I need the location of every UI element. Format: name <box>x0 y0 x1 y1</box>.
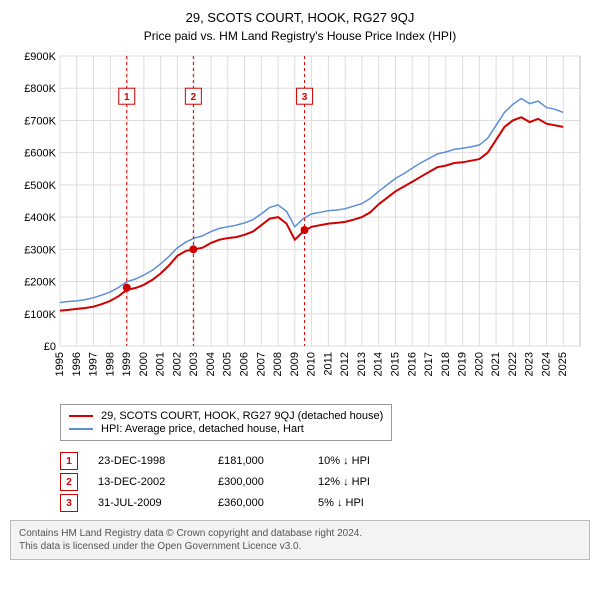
x-tick-label: 2024 <box>540 352 552 376</box>
sale-marker-number: 1 <box>124 92 130 103</box>
sale-row-price: £181,000 <box>218 455 298 467</box>
y-tick-label: £900K <box>24 51 56 63</box>
x-tick-label: 1995 <box>54 352 66 376</box>
sale-marker-number: 3 <box>302 92 308 103</box>
sale-row-price: £300,000 <box>218 476 298 488</box>
sale-marker-dot <box>123 284 131 292</box>
sale-row-marker: 1 <box>60 452 78 470</box>
x-tick-label: 2022 <box>507 352 519 376</box>
legend: 29, SCOTS COURT, HOOK, RG27 9QJ (detache… <box>60 404 392 441</box>
legend-swatch <box>69 428 93 430</box>
x-tick-label: 2003 <box>188 352 200 376</box>
y-tick-label: £800K <box>24 83 56 95</box>
sale-row-date: 31-JUL-2009 <box>98 497 198 509</box>
y-tick-label: £700K <box>24 115 56 127</box>
x-tick-label: 1998 <box>104 352 116 376</box>
x-tick-label: 2018 <box>440 352 452 376</box>
x-tick-label: 2007 <box>255 352 267 376</box>
x-tick-label: 2016 <box>406 352 418 376</box>
sale-row-marker: 3 <box>60 494 78 512</box>
x-tick-label: 2002 <box>171 352 183 376</box>
x-tick-label: 1999 <box>121 352 133 376</box>
x-tick-label: 2005 <box>222 352 234 376</box>
sale-row: 2 13-DEC-2002 £300,000 12% ↓ HPI <box>60 473 590 491</box>
sale-row-date: 23-DEC-1998 <box>98 455 198 467</box>
sale-marker-dot <box>189 245 197 253</box>
sale-row-diff: 10% ↓ HPI <box>318 455 398 467</box>
x-tick-label: 2001 <box>155 352 167 376</box>
chart-title-sub: Price paid vs. HM Land Registry's House … <box>10 29 590 43</box>
sale-row-diff: 12% ↓ HPI <box>318 476 398 488</box>
legend-row: HPI: Average price, detached house, Hart <box>69 423 383 435</box>
footer-line-1: Contains HM Land Registry data © Crown c… <box>19 527 581 540</box>
attribution-footer: Contains HM Land Registry data © Crown c… <box>10 520 590 560</box>
x-tick-label: 2023 <box>524 352 536 376</box>
sales-table: 1 23-DEC-1998 £181,000 10% ↓ HPI 2 13-DEC-200… <box>60 452 590 512</box>
x-tick-label: 1997 <box>88 352 100 376</box>
sale-row-diff: 5% ↓ HPI <box>318 497 398 509</box>
x-tick-label: 2017 <box>423 352 435 376</box>
legend-label: 29, SCOTS COURT, HOOK, RG27 9QJ (detache… <box>101 410 383 422</box>
sale-row: 3 31-JUL-2009 £360,000 5% ↓ HPI <box>60 494 590 512</box>
x-tick-label: 2000 <box>138 352 150 376</box>
x-tick-label: 1996 <box>71 352 83 376</box>
x-tick-label: 2012 <box>339 352 351 376</box>
y-tick-label: £400K <box>24 212 56 224</box>
sale-row-price: £360,000 <box>218 497 298 509</box>
y-tick-label: £300K <box>24 244 56 256</box>
y-tick-label: £500K <box>24 180 56 192</box>
x-tick-label: 2021 <box>490 352 502 376</box>
x-tick-label: 2020 <box>473 352 485 376</box>
x-tick-label: 2006 <box>239 352 251 376</box>
sale-marker-dot <box>301 226 309 234</box>
y-tick-label: £0 <box>44 341 56 353</box>
footer-line-2: This data is licensed under the Open Gov… <box>19 540 581 553</box>
sale-row: 1 23-DEC-1998 £181,000 10% ↓ HPI <box>60 452 590 470</box>
x-tick-label: 2011 <box>322 352 334 376</box>
chart-title-address: 29, SCOTS COURT, HOOK, RG27 9QJ <box>10 10 590 25</box>
x-tick-label: 2010 <box>306 352 318 376</box>
x-tick-label: 2004 <box>205 352 217 376</box>
sale-marker-number: 2 <box>191 92 197 103</box>
y-tick-label: £600K <box>24 148 56 160</box>
x-tick-label: 2014 <box>373 352 385 376</box>
y-tick-label: £100K <box>24 309 56 321</box>
chart-svg: £0 £100K £200K £300K £400K £500K £600K £700K £80… <box>10 51 590 391</box>
x-tick-label: 2008 <box>272 352 284 376</box>
line-chart: £0 £100K £200K £300K £400K £500K £600K £700K £80… <box>10 51 590 396</box>
x-tick-label: 2019 <box>457 352 469 376</box>
y-tick-label: £200K <box>24 277 56 289</box>
x-tick-label: 2015 <box>389 352 401 376</box>
sale-row-date: 13-DEC-2002 <box>98 476 198 488</box>
x-tick-label: 2009 <box>289 352 301 376</box>
legend-row: 29, SCOTS COURT, HOOK, RG27 9QJ (detache… <box>69 410 383 422</box>
x-tick-label: 2025 <box>557 352 569 376</box>
legend-swatch <box>69 415 93 417</box>
legend-label: HPI: Average price, detached house, Hart <box>101 423 304 435</box>
x-tick-label: 2013 <box>356 352 368 376</box>
sale-row-marker: 2 <box>60 473 78 491</box>
